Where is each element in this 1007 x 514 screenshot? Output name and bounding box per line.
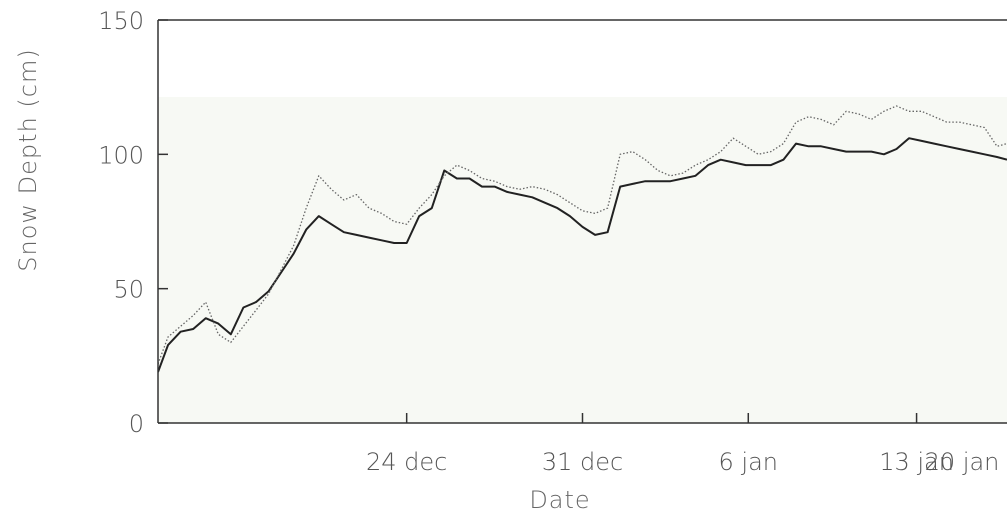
x-tick-label: 31 dec <box>542 448 623 476</box>
y-tick-label: 0 <box>129 410 144 438</box>
plot-area-background <box>158 97 1007 423</box>
x-tick-label: 24 dec <box>366 448 447 476</box>
y-tick-label: 100 <box>98 141 144 169</box>
y-tick-label: 50 <box>113 276 144 304</box>
x-tick-label: 20 jan <box>925 448 1000 476</box>
series-line-solid <box>158 137 1007 373</box>
x-tick-label: 6 jan <box>719 448 778 476</box>
y-tick-label: 150 <box>98 7 144 35</box>
y-axis-title: Snow Depth (cm) <box>14 48 42 271</box>
x-tick-label: 13 jan <box>879 448 954 476</box>
x-axis-title: Date <box>529 486 590 514</box>
